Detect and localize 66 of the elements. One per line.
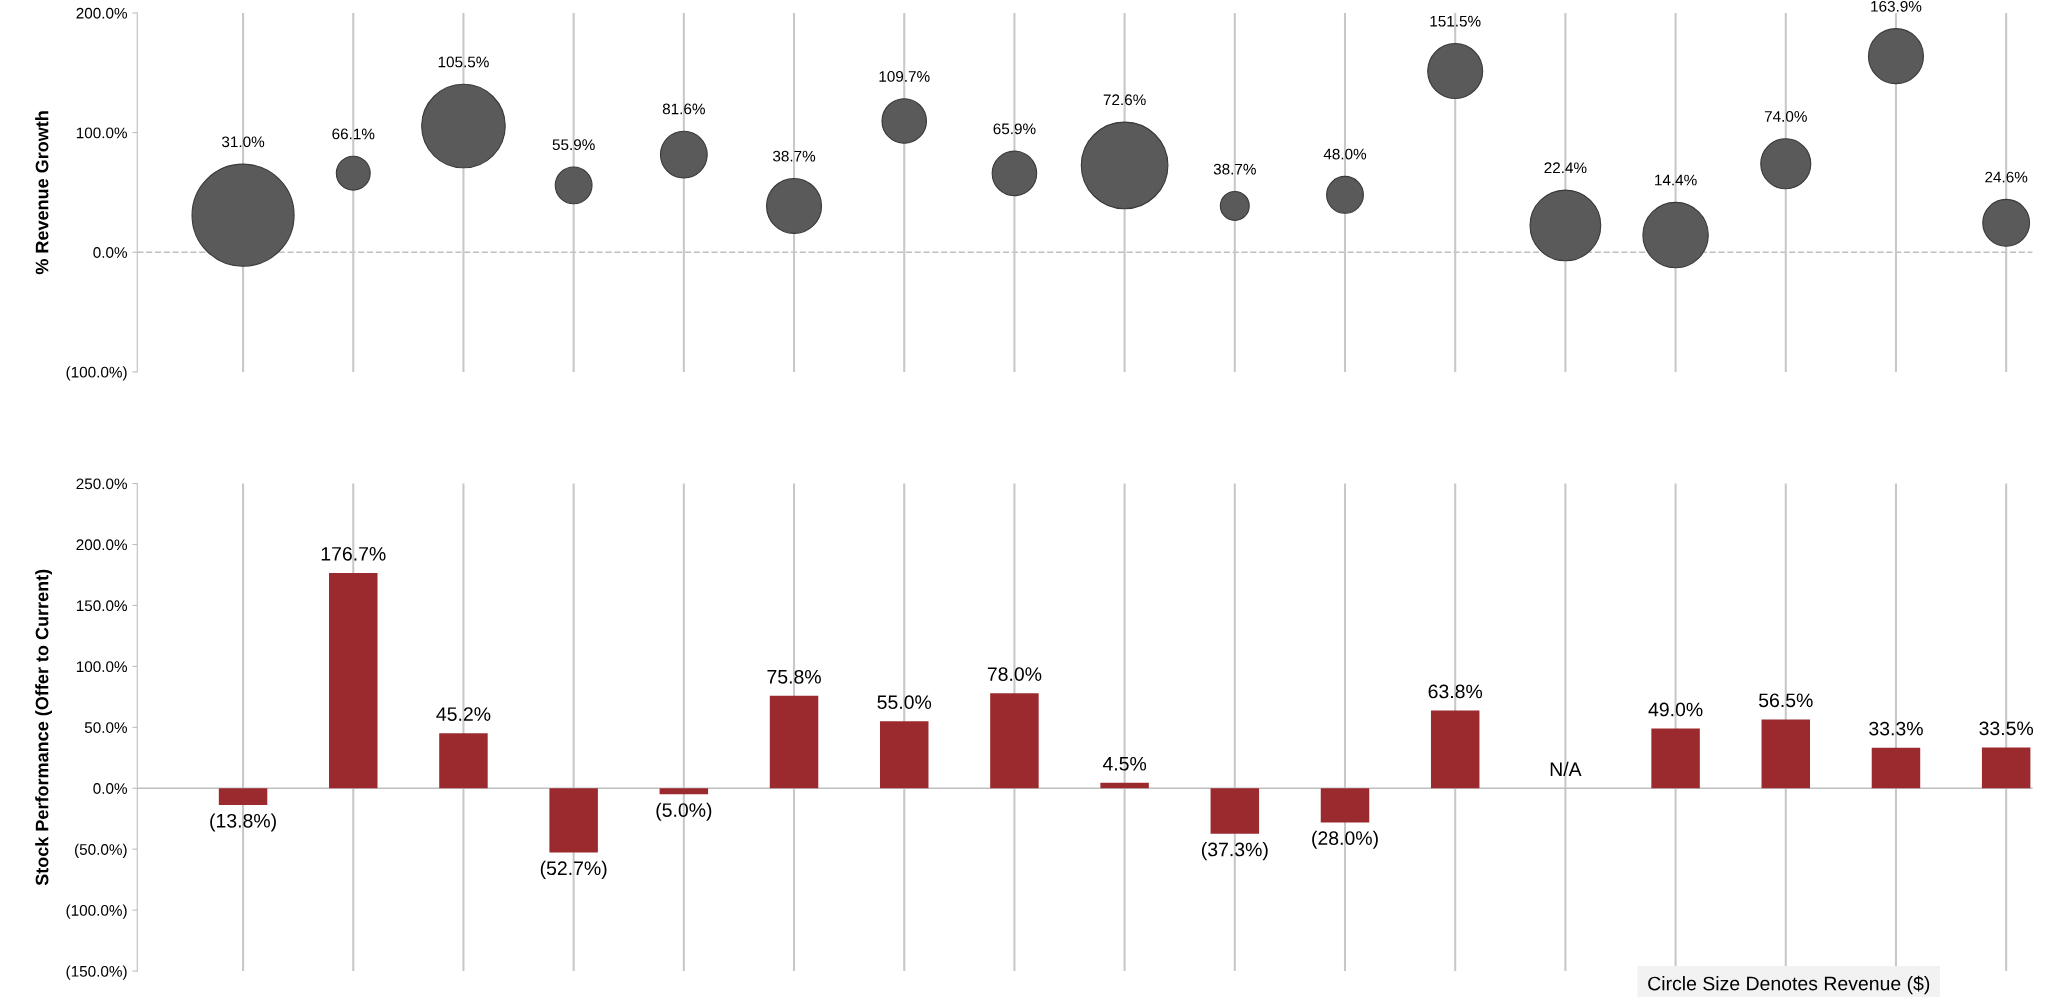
data-label: 56.5%: [1758, 693, 1813, 708]
bar: [1210, 788, 1260, 834]
data-label: 109.7%: [879, 71, 930, 82]
data-label: 55.0%: [877, 695, 932, 710]
bar: [439, 733, 488, 789]
bar: [1761, 719, 1811, 789]
data-label: 81.6%: [662, 103, 705, 115]
bar: [1100, 782, 1149, 789]
data-label: 24.6%: [1985, 171, 2028, 183]
data-label: 151.5%: [1430, 15, 1481, 27]
data-label: 22.4%: [1544, 162, 1587, 174]
bar: [769, 695, 819, 789]
data-label: (37.3%): [1201, 842, 1268, 861]
y-tick-label: (100.0%): [66, 366, 127, 381]
text: Circle Size Denotes Revenue ($): [1648, 975, 1930, 995]
y-tick-label: (100.0%): [66, 904, 127, 919]
text: N/A: [1550, 761, 1582, 777]
data-label: 78.0%: [987, 667, 1042, 682]
y-tick-label: 250.0%: [76, 478, 128, 490]
data-label: 33.5%: [1979, 721, 2034, 736]
y-tick-label: (50.0%): [75, 843, 127, 858]
data-label: 63.8%: [1428, 684, 1483, 699]
y-tick-label: 100.0%: [76, 127, 128, 139]
bar: [1871, 747, 1921, 789]
y-tick-label: 0.0%: [93, 783, 128, 794]
data-label: 65.9%: [993, 123, 1036, 135]
data-label: 31.0%: [221, 136, 265, 148]
y-axis-title: Stock Performance (Offer to Current): [35, 569, 52, 886]
data-label: 48.0%: [1323, 148, 1367, 160]
bar: [990, 693, 1039, 789]
bar: [329, 572, 378, 789]
y-tick-label: 200.0%: [76, 7, 128, 19]
data-label: 75.8%: [767, 669, 821, 684]
data-label: 38.7%: [772, 150, 816, 162]
data-label: (28.0%): [1312, 830, 1378, 849]
data-label: 105.5%: [438, 56, 489, 68]
data-label: 4.5%: [1102, 756, 1147, 771]
y-axis-title: % Revenue Growth: [35, 111, 49, 275]
data-label: 176.7%: [321, 546, 386, 561]
data-label: 14.4%: [1655, 174, 1697, 186]
bar: [659, 788, 709, 795]
data-label: 55.9%: [552, 139, 595, 151]
data-label: 163.9%: [1871, 0, 1922, 12]
data-label: 33.3%: [1869, 721, 1923, 736]
data-label: 49.0%: [1648, 702, 1703, 717]
bar: [1320, 788, 1370, 823]
bar: [1430, 710, 1480, 789]
y-tick-label: 50.0%: [84, 722, 128, 733]
data-label: 66.1%: [332, 128, 375, 140]
y-tick-label: 100.0%: [76, 661, 128, 673]
bar: [1651, 728, 1700, 789]
data-label: 45.2%: [436, 707, 491, 721]
data-label: 74.0%: [1764, 110, 1807, 122]
data-label: 38.7%: [1213, 163, 1256, 175]
y-tick-label: (150.0%): [66, 965, 127, 980]
bar: [549, 788, 598, 853]
y-tick-label: 200.0%: [76, 539, 128, 551]
y-tick-label: 150.0%: [76, 600, 128, 612]
bar: [879, 721, 929, 789]
bar: [1981, 747, 2031, 789]
data-label: 72.6%: [1103, 94, 1146, 106]
data-label: (13.8%): [210, 813, 276, 832]
data-label: (5.0%): [656, 802, 712, 821]
y-tick-label: 0.0%: [93, 247, 128, 258]
bar: [218, 788, 268, 806]
data-label: (52.7%): [540, 860, 607, 879]
